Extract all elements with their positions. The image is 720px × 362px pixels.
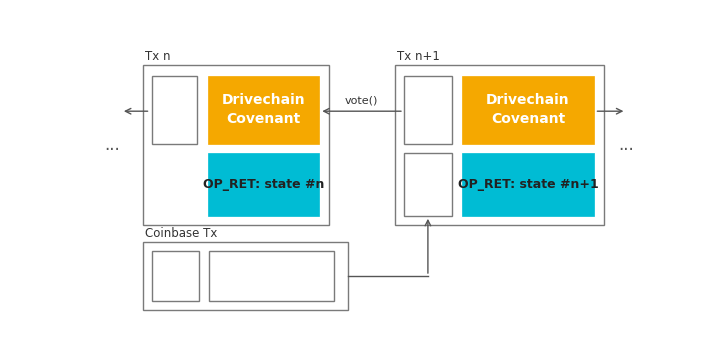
Bar [152,251,199,300]
Text: OP_RET: state #n: OP_RET: state #n [203,178,324,191]
Text: Tx n+1: Tx n+1 [397,50,440,63]
Bar [395,65,604,225]
Text: vote(): vote() [345,95,378,105]
Bar [208,153,320,216]
Bar [404,153,452,216]
Bar [152,76,197,144]
Text: ...: ... [618,136,634,154]
Bar [462,76,594,144]
Bar [143,65,329,225]
Bar [208,76,320,144]
Text: Drivechain
Covenant: Drivechain Covenant [486,93,570,126]
Bar [143,242,348,310]
Bar [404,76,452,144]
Text: Drivechain
Covenant: Drivechain Covenant [222,93,305,126]
Bar [209,251,334,300]
Bar [462,153,594,216]
Text: ...: ... [104,136,120,154]
Text: Coinbase Tx: Coinbase Tx [145,227,217,240]
Text: OP_RET: state #n+1: OP_RET: state #n+1 [457,178,598,191]
Text: Tx n: Tx n [145,50,171,63]
